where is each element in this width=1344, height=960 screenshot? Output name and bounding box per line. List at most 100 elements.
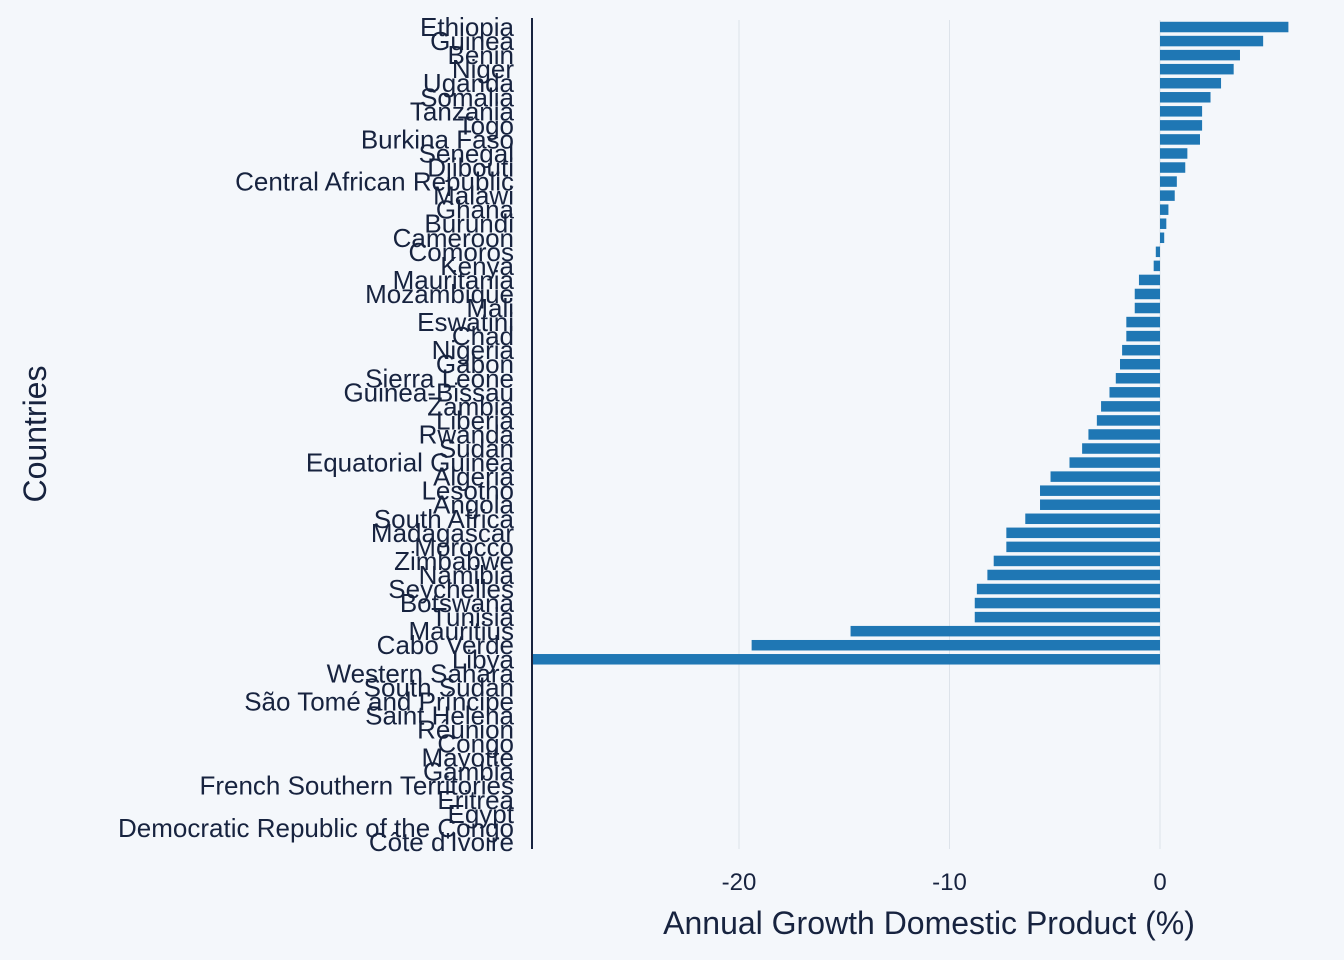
- category-label-47: South Sudan: [364, 672, 514, 702]
- x-tick-label-0: -20: [722, 869, 757, 896]
- category-label-30: Sudan: [439, 434, 514, 464]
- bar-21: [1126, 316, 1160, 328]
- category-label-26: Guinea-Bissau: [343, 377, 514, 407]
- bar-41: [974, 597, 1160, 609]
- bar-44: [751, 639, 1160, 651]
- bar-22: [1126, 330, 1160, 342]
- category-label-40: Seychelles: [388, 574, 514, 604]
- category-label-5: Somalia: [420, 82, 514, 112]
- category-label-45: Libya: [452, 644, 515, 674]
- bar-20: [1134, 302, 1160, 314]
- x-tick-label-1: -10: [932, 869, 967, 896]
- category-label-55: Eritrea: [437, 785, 514, 815]
- bar-10: [1160, 162, 1186, 173]
- category-label-19: Mozambique: [365, 279, 514, 309]
- category-label-44: Cabo Verde: [377, 630, 514, 660]
- bar-43: [850, 625, 1160, 637]
- bar-33: [1040, 485, 1160, 496]
- bar-45: [532, 654, 1160, 665]
- category-label-15: Cameroon: [393, 223, 514, 253]
- bar-40: [976, 583, 1160, 595]
- category-label-57: Democratic Republic of the Congo: [118, 813, 514, 843]
- category-label-58: Côte d'Ivoire: [369, 827, 514, 857]
- bar-8: [1160, 134, 1200, 145]
- bar-17: [1153, 260, 1160, 272]
- bar-29: [1088, 429, 1160, 440]
- category-label-6: Tanzania: [410, 96, 515, 126]
- bar-32: [1050, 471, 1160, 482]
- category-label-11: Central African Republic: [235, 167, 514, 197]
- bar-34: [1040, 499, 1160, 510]
- bar-30: [1082, 443, 1160, 454]
- category-label-41: Botswana: [400, 588, 515, 618]
- category-label-18: Mauritania: [393, 265, 515, 295]
- category-label-34: Angola: [433, 490, 514, 520]
- category-label-28: Liberia: [436, 405, 515, 435]
- y-tick-labels: EthiopiaGuineaBeninNigerUgandaSomaliaTan…: [118, 12, 515, 857]
- category-label-46: Western Sahara: [327, 658, 515, 688]
- category-label-8: Burkina Faso: [361, 124, 514, 154]
- bar-0: [1160, 21, 1289, 33]
- category-label-50: Réunion: [417, 715, 514, 745]
- category-label-31: Equatorial Guinea: [306, 448, 515, 478]
- bar-2: [1160, 49, 1240, 61]
- bar-16: [1155, 246, 1160, 258]
- bar-39: [987, 569, 1160, 581]
- category-label-52: Mayotte: [422, 743, 515, 773]
- category-label-0: Ethiopia: [420, 12, 514, 42]
- category-label-42: Tunisia: [431, 602, 514, 632]
- bar-14: [1160, 218, 1167, 229]
- x-tick-label-2: 0: [1153, 869, 1166, 896]
- bar-31: [1069, 457, 1160, 468]
- category-label-43: Mauritius: [409, 616, 514, 646]
- category-label-25: Sierra Leone: [365, 363, 514, 393]
- bar-38: [993, 555, 1160, 567]
- category-label-24: Gabon: [436, 349, 514, 379]
- category-label-12: Malawi: [433, 181, 514, 211]
- bar-3: [1160, 63, 1234, 75]
- bar-11: [1160, 176, 1177, 187]
- category-label-35: South Africa: [374, 504, 515, 534]
- bar-19: [1134, 288, 1160, 300]
- category-label-7: Togo: [458, 110, 514, 140]
- bar-4: [1160, 77, 1222, 89]
- bar-35: [1025, 513, 1160, 525]
- bar-36: [1006, 527, 1160, 539]
- category-label-17: Kenya: [440, 251, 514, 281]
- category-label-38: Zimbabwe: [394, 546, 514, 576]
- category-label-33: Lesotho: [421, 476, 514, 506]
- category-label-53: Gambia: [423, 757, 515, 787]
- category-label-32: Algeria: [433, 462, 514, 492]
- category-label-51: Congo: [437, 729, 514, 759]
- bar-42: [974, 611, 1160, 623]
- category-label-27: Zambia: [427, 391, 514, 421]
- category-label-9: Senegal: [419, 138, 514, 168]
- category-label-23: Nigeria: [432, 335, 515, 365]
- bar-27: [1101, 401, 1160, 412]
- x-tick-labels: -20 -10 0: [722, 869, 1167, 896]
- category-label-20: Mali: [466, 293, 514, 323]
- bar-25: [1115, 373, 1160, 384]
- category-label-22: Chad: [452, 321, 514, 351]
- bar-15: [1160, 232, 1165, 244]
- category-label-39: Namibia: [419, 560, 515, 590]
- bar-5: [1160, 92, 1211, 103]
- bar-6: [1160, 106, 1203, 117]
- category-label-13: Ghana: [436, 195, 515, 225]
- category-label-48: São Tomé and Príncipe: [244, 686, 514, 716]
- bar-9: [1160, 148, 1188, 159]
- bar-28: [1096, 415, 1160, 426]
- category-label-49: Saint Helena: [365, 700, 514, 730]
- bar-23: [1122, 344, 1160, 356]
- category-label-21: Eswatini: [417, 307, 514, 337]
- category-label-29: Rwanda: [419, 419, 515, 449]
- bar-37: [1006, 541, 1160, 553]
- bar-1: [1160, 35, 1264, 47]
- category-label-56: Egypt: [448, 799, 515, 829]
- y-axis-title: Countries: [17, 366, 53, 503]
- category-label-4: Uganda: [423, 68, 515, 98]
- bar-12: [1160, 190, 1175, 201]
- category-label-14: Burundi: [424, 209, 514, 239]
